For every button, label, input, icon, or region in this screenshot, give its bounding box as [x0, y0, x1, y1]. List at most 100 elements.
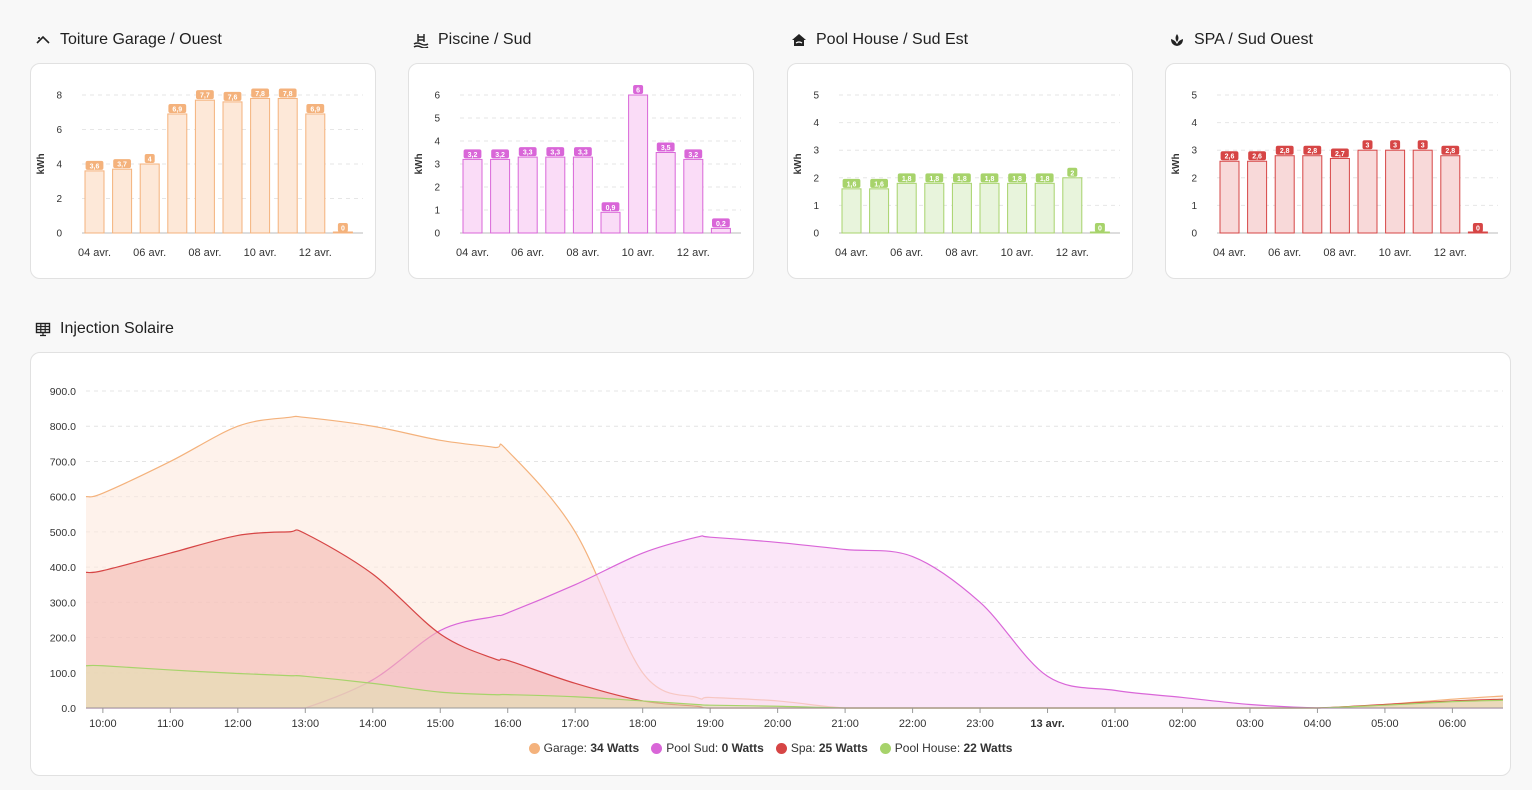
bar: [924, 182, 945, 234]
y-tick-label: 2: [56, 194, 62, 205]
bar-data-label: 2,8: [1445, 148, 1455, 155]
bar-label-box: [842, 178, 861, 188]
bar-data-label: 3,3: [523, 150, 533, 157]
legend-item-garage[interactable]: Garage: 34 Watts: [528, 741, 640, 755]
bar-data-label: 6,9: [310, 106, 320, 113]
y-tick-label: 200.0: [50, 633, 76, 645]
panel-title-text: SPA / Sud Ouest: [1194, 31, 1313, 48]
legend-name: Spa: [790, 741, 813, 755]
y-tick-label: 5: [813, 91, 819, 102]
y-tick-label: 1: [434, 206, 440, 217]
bar: [517, 156, 538, 234]
bar-data-label: 3: [1393, 143, 1397, 150]
bar-label-box: [601, 202, 620, 212]
bar-label-box: [196, 90, 214, 100]
x-tick-label: 04 avr.: [1213, 247, 1246, 259]
bar-data-label: 2,8: [1307, 148, 1317, 155]
y-tick-label: 2: [813, 173, 819, 184]
chart-card-spa: 0 1 2 3 4 5 kWh 2,6 2,6 2,8 2,8 2,7 3 3 3 2,8 0 04 avr. 06…: [1165, 63, 1511, 279]
bar: [545, 156, 566, 234]
legend-name: Pool Sud: [666, 741, 715, 755]
x-tick-label: 13:00: [292, 718, 320, 730]
bar-label-box: [251, 88, 269, 98]
legend-value: 22 Watts: [963, 741, 1013, 755]
bar: [841, 188, 862, 234]
y-tick-label: 2: [1191, 173, 1197, 184]
bar-label-box: [1275, 145, 1294, 155]
solar-panel-icon: [34, 320, 52, 338]
x-tick-label: 08 avr.: [1323, 247, 1356, 259]
legend-value: 0 Watts: [721, 741, 764, 755]
bar-data-label: 3: [1421, 143, 1425, 150]
x-tick-label: 16:00: [494, 718, 522, 730]
y-tick-label: 800.0: [50, 421, 76, 433]
bar: [572, 156, 593, 234]
legend-item-pool-sud[interactable]: Pool Sud: 0 Watts: [651, 741, 764, 755]
x-tick-label: 12 avr.: [299, 247, 332, 259]
bar-chart-pool-house: 0 1 2 3 4 5 kWh 1,6 1,6 1,8 1,8 1,8 1,8 1,8 1,8 2 0 04 av…: [793, 91, 1120, 259]
bar: [896, 182, 917, 234]
y-tick-label: 0: [813, 229, 819, 240]
bar: [194, 99, 215, 234]
legend-value: 34 Watts: [590, 741, 640, 755]
bar-data-label: 1,8: [957, 176, 967, 183]
bar-data-label: 1,8: [902, 176, 912, 183]
x-tick-label: 12:00: [224, 718, 252, 730]
bar-label-box: [1472, 223, 1483, 232]
bar: [112, 168, 133, 234]
x-tick-label: 18:00: [629, 718, 657, 730]
bar-data-label: 7,8: [283, 91, 293, 98]
bar-label-box: [1248, 151, 1266, 161]
x-tick-label: 20:00: [764, 718, 792, 730]
bar-label-box: [1417, 140, 1428, 150]
bar: [490, 158, 511, 234]
bar: [1219, 160, 1240, 234]
bar-data-label: 1,6: [874, 181, 884, 188]
bar-data-label: 3,2: [468, 152, 478, 159]
bar-label-box: [306, 103, 325, 113]
bar-label-box: [546, 147, 565, 157]
x-tick-label: 11:00: [157, 718, 184, 730]
bar-data-label: 0,9: [606, 205, 616, 212]
bar: [167, 113, 188, 234]
bar: [1302, 155, 1323, 234]
chart-card-piscine: 0 1 2 3 4 5 6 kWh 3,2 3,2 3,3 3,3 3,3 0,9 6 3,5 3,2 0,2 04…: [408, 63, 754, 279]
x-tick-label: 08 avr.: [566, 247, 599, 259]
bar-data-label: 6: [636, 88, 640, 95]
y-tick-label: 4: [1191, 118, 1197, 129]
bar-data-label: 1,8: [929, 176, 939, 183]
legend-item-pool-house[interactable]: Pool House: 22 Watts: [879, 741, 1013, 755]
bar: [250, 97, 271, 234]
bar: [277, 97, 298, 234]
y-axis-label: kWh: [793, 153, 804, 174]
bar-label-box: [1303, 145, 1322, 155]
legend-name: Garage: [543, 741, 584, 755]
bar: [628, 94, 649, 234]
bar-label-box: [1331, 148, 1349, 158]
bar-label-box: [1035, 173, 1054, 183]
x-tick-label: 19:00: [696, 718, 724, 730]
bar-label-box: [656, 142, 675, 152]
bar-label-box: [223, 91, 242, 101]
chart-card-garage: 0 2 4 6 8 kWh 3,6 3,7 4 6,9 7,7 7,6 7,8 7,8 6,9 0 04 avr…: [30, 63, 376, 279]
y-tick-label: 500.0: [50, 527, 76, 539]
bar-label-box: [1390, 140, 1401, 150]
bar-label-box: [712, 218, 730, 228]
bar: [1247, 160, 1268, 234]
bar: [1274, 155, 1295, 234]
bar-data-label: 1,8: [1012, 176, 1022, 183]
bar: [1329, 157, 1350, 234]
chart-card-injection: 0.0 100.0 200.0 300.0 400.0 500.0 600.0 700.0 80…: [30, 352, 1511, 776]
x-tick-label: 23:00: [966, 718, 994, 730]
injection-title: Injection Solaire: [34, 320, 174, 338]
y-tick-label: 5: [1191, 91, 1197, 102]
y-tick-label: 2: [434, 183, 440, 194]
bar: [683, 158, 704, 234]
y-tick-label: 6: [434, 91, 440, 102]
house-icon: [790, 31, 808, 49]
injection-title-text: Injection Solaire: [60, 320, 174, 337]
legend-item-spa[interactable]: Spa: 25 Watts: [775, 741, 868, 755]
bar-data-label: 0: [1476, 226, 1480, 233]
x-tick-label: 10 avr.: [1001, 247, 1034, 259]
y-tick-label: 5: [434, 114, 440, 125]
